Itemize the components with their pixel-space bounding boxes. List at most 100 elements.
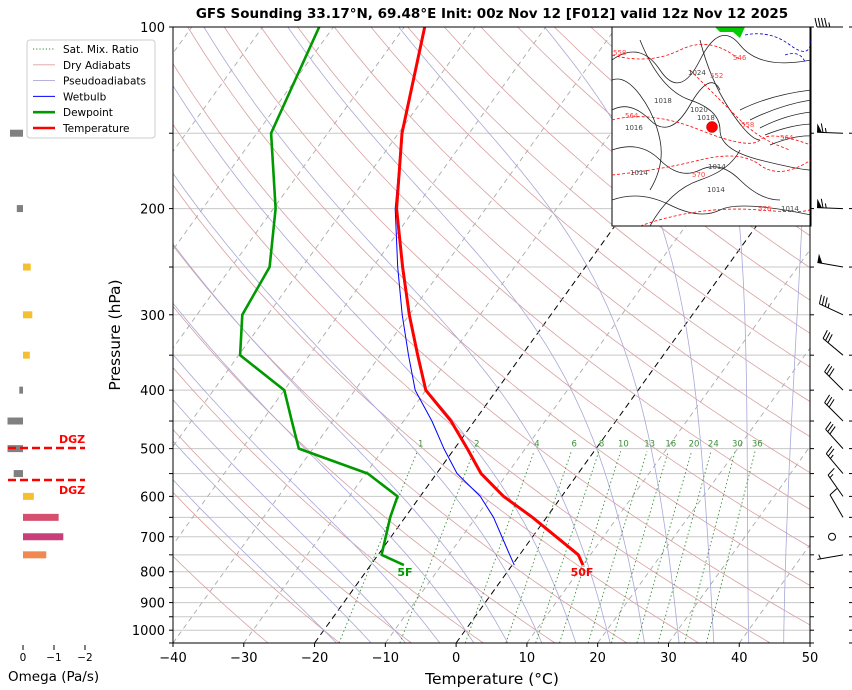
barb-feather xyxy=(817,17,821,28)
mixing-ratio-line xyxy=(610,451,669,643)
omega-bar xyxy=(19,386,23,394)
barb-feather xyxy=(827,448,835,457)
barb-half-feather xyxy=(830,454,834,459)
background-lines xyxy=(173,27,852,643)
dewpoint-line xyxy=(238,27,405,567)
pseudoadiabat xyxy=(783,27,807,643)
y-tick-label: 1000 xyxy=(132,624,165,639)
surface-temp-label: 50F xyxy=(571,566,594,579)
barb-feather xyxy=(814,17,818,28)
pseudoadiabat xyxy=(173,353,441,643)
map-contour xyxy=(612,78,662,191)
barb-shaft xyxy=(829,494,844,518)
x-tick-label: 10 xyxy=(519,651,536,666)
wind-barb xyxy=(824,394,844,422)
x-tick-label: −20 xyxy=(301,651,328,666)
barb-feather xyxy=(829,488,838,496)
omega-tick-label: −1 xyxy=(46,652,61,664)
map-contour-label: 1018 xyxy=(654,97,672,105)
temperature-line xyxy=(395,27,585,566)
mixing-ratio-line xyxy=(657,451,712,643)
wind-barb xyxy=(822,330,844,356)
pseudoadiabat xyxy=(173,302,475,643)
omega-panel: DGZ DGZ 0 −1 −2 xyxy=(7,129,93,664)
barb-feather xyxy=(825,421,832,430)
wind-barb xyxy=(825,421,844,449)
x-tick-label: −40 xyxy=(159,651,186,666)
map-contour-label: 570 xyxy=(692,171,705,179)
mixing-ratio-label: 13 xyxy=(644,439,655,449)
dry-adiabat xyxy=(848,27,852,643)
map-contour-label: 552 xyxy=(710,72,723,80)
map-contour xyxy=(749,99,811,121)
map-contour xyxy=(739,89,811,111)
dry-adiabat xyxy=(173,123,771,643)
barb-flag xyxy=(817,198,823,208)
map-contour-label: 1014 xyxy=(630,169,648,177)
pseudoadiabat xyxy=(173,85,577,643)
barb-half-feather xyxy=(829,473,834,479)
dry-adiabat xyxy=(223,27,810,548)
location-marker xyxy=(706,121,718,133)
omega-bar xyxy=(23,311,33,319)
barb-shaft xyxy=(827,474,844,497)
omega-bar xyxy=(23,263,31,271)
dgz-label: DGZ xyxy=(59,433,85,446)
map-height-contour xyxy=(612,44,741,61)
isotherm xyxy=(526,249,810,643)
barb-shaft xyxy=(817,554,844,560)
dry-adiabat xyxy=(480,27,810,301)
dry-adiabat xyxy=(173,184,699,643)
dry-adiabat xyxy=(173,491,340,643)
wind-barb xyxy=(816,198,844,210)
barb-shaft xyxy=(825,453,844,474)
y-axis-label: Pressure (hPa) xyxy=(106,279,124,390)
y-tick-label: 600 xyxy=(140,490,165,505)
omega-tick-label: −2 xyxy=(77,652,92,664)
x-tick-label: 20 xyxy=(589,651,606,666)
map-contour xyxy=(612,35,811,84)
barb-feather xyxy=(827,334,833,343)
dry-adiabat xyxy=(407,27,810,368)
barb-feather xyxy=(827,467,835,476)
wind-barb xyxy=(825,446,844,474)
map-contour xyxy=(612,82,721,128)
legend-label: Sat. Mix. Ratio xyxy=(63,44,139,56)
mixing-ratio-label: 6 xyxy=(572,439,577,449)
barb-shaft xyxy=(819,303,844,316)
barb-half-feather xyxy=(818,554,822,559)
barb-feather xyxy=(820,123,824,133)
omega-bar xyxy=(23,513,59,521)
map-blue-contour xyxy=(744,33,811,63)
y-tick-label: 800 xyxy=(140,566,165,581)
map-contour xyxy=(612,146,781,201)
mixing-ratio-label: 24 xyxy=(708,439,719,449)
map-contour-label: 1016 xyxy=(625,124,643,132)
legend-label: Dry Adiabats xyxy=(63,60,131,72)
legend-label: Wetbulb xyxy=(63,91,107,103)
pseudoadiabat xyxy=(173,399,406,643)
mixing-ratio-line xyxy=(559,451,622,643)
barb-half-feather xyxy=(824,128,827,133)
mixing-ratio-line xyxy=(705,451,756,643)
pseudoadiabat xyxy=(287,27,645,643)
legend-box xyxy=(26,39,156,139)
mixing-ratio-line xyxy=(636,451,693,643)
barb-feather xyxy=(825,446,833,454)
x-axis-label: Temperature (°C) xyxy=(424,670,559,688)
dry-adiabat xyxy=(187,27,810,586)
dry-adiabat xyxy=(297,27,810,474)
barb-feather xyxy=(824,17,828,28)
dgz-label: DGZ xyxy=(59,484,85,497)
isotherm xyxy=(173,27,476,448)
map-contour-label: 564 xyxy=(780,134,794,142)
pseudoadiabat xyxy=(697,27,750,643)
wind-barb xyxy=(816,123,844,134)
dry-adiabat xyxy=(173,367,484,643)
omega-bar xyxy=(16,205,23,213)
barb-feather xyxy=(826,396,833,406)
barb-shaft xyxy=(824,371,844,391)
y-tick-label: 100 xyxy=(140,21,165,36)
plot-frame xyxy=(172,26,811,644)
